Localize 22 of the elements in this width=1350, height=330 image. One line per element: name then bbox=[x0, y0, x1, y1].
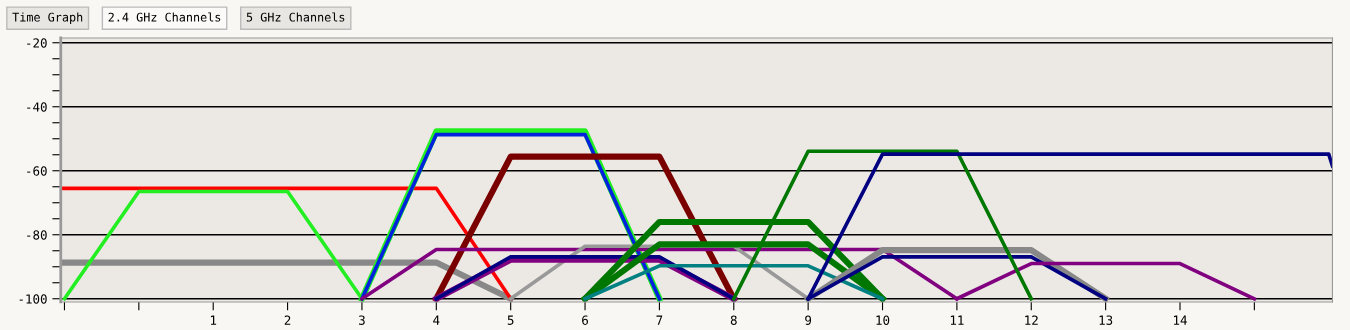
text: 2.4 GHz Channels bbox=[108, 12, 221, 22]
y-tick-label: -80 bbox=[27, 230, 47, 240]
text: Time Graph bbox=[12, 12, 83, 24]
x-tick-label: 2 bbox=[284, 315, 291, 325]
y-tick-label: -100 bbox=[19, 294, 47, 304]
x-tick-label: 4 bbox=[433, 315, 440, 325]
x-tick-label: 9 bbox=[805, 315, 812, 325]
y-tick-label: -40 bbox=[27, 102, 47, 112]
x-tick-label: 12 bbox=[1025, 315, 1038, 325]
x-tick-label: 14 bbox=[1173, 315, 1187, 325]
x-tick-label: 7 bbox=[656, 315, 663, 325]
x-tick-label: 13 bbox=[1099, 315, 1113, 325]
x-tick-label: 8 bbox=[730, 315, 737, 325]
x-tick-label: 6 bbox=[582, 315, 588, 325]
text: 5 GHz Channels bbox=[246, 12, 345, 22]
x-tick-label: 11 bbox=[950, 315, 964, 325]
x-tick-label: 1 bbox=[210, 315, 217, 325]
x-tick-label: 3 bbox=[359, 315, 365, 325]
x-tick-label: 5 bbox=[507, 315, 514, 325]
x-tick-label: 10 bbox=[876, 315, 890, 325]
y-tick-label: -60 bbox=[27, 166, 47, 176]
y-tick-label: -20 bbox=[27, 38, 47, 48]
